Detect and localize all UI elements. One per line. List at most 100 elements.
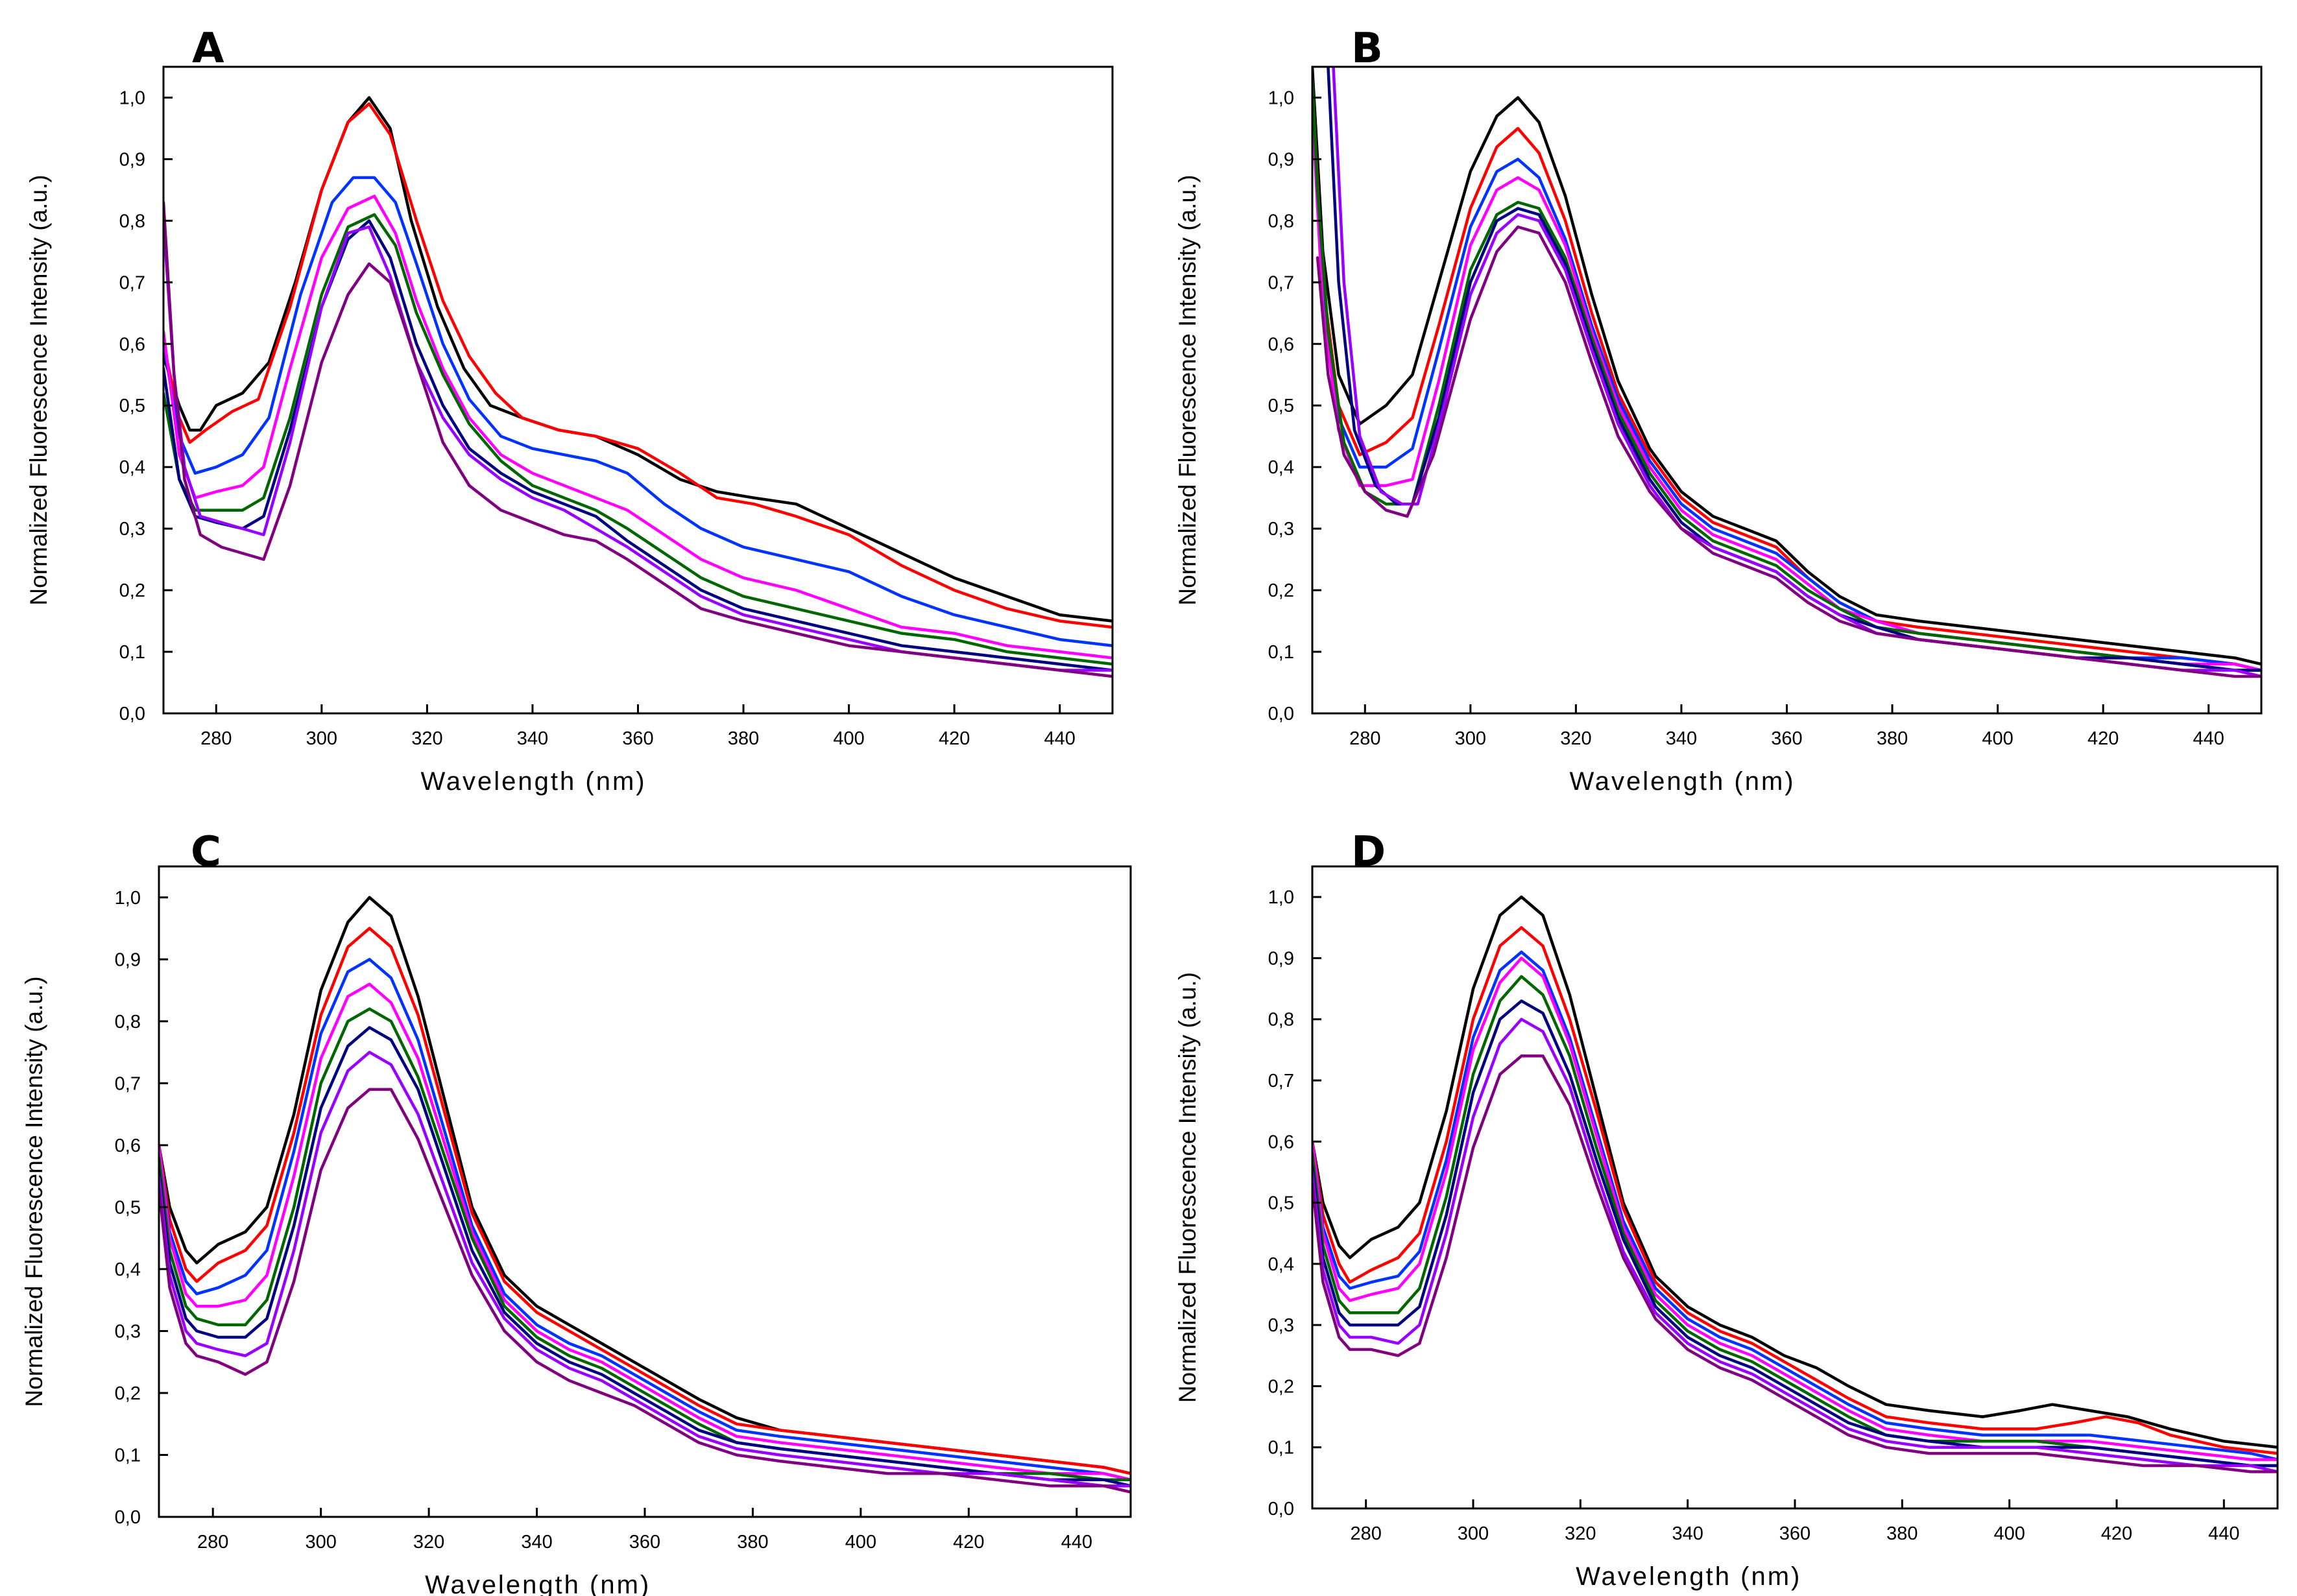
panel-b-y-axis-title: Normalized Fluorescence Intensity (a.u.): [1174, 174, 1201, 605]
panel-b-y-tick-label: 0,1: [1268, 642, 1294, 663]
panel-b-x-tick-label: 280: [1349, 728, 1380, 749]
panel-a-x-tick-label: 420: [939, 728, 970, 749]
panel-d-letter: D: [1351, 828, 1386, 876]
panel-c-series-s7: [159, 1051, 1131, 1488]
panel-a-x-tick-label: 340: [517, 728, 548, 749]
panel-b-series-s5: [1312, 77, 2261, 672]
panel-d-y-tick-label: 0,1: [1268, 1438, 1294, 1459]
panel-d-series-s8: [1312, 1054, 2278, 1473]
panel-a-x-tick-label: 320: [411, 728, 442, 749]
panel-d-y-tick-label: 1,0: [1268, 887, 1294, 908]
panel-a-series-s1: [163, 96, 1112, 623]
panel-d-series-s3: [1312, 950, 2278, 1461]
panel-d-y-tick-label: 0,4: [1268, 1254, 1294, 1275]
panel-d-x-axis-title: Wavelength (nm): [1576, 1562, 1801, 1591]
panel-c-x-tick-label: 440: [1061, 1532, 1092, 1553]
panel-d-series-s2: [1312, 926, 2278, 1455]
panel-d-y-tick-label: 0,0: [1268, 1499, 1294, 1519]
panel-a: A 280 300 320 340 360 380 400 420 440 0,0 0,1 0,2 0,…: [25, 25, 1114, 796]
panel-c: C 280 300 320 340 360 380 400 420 440 0,0 0,1 0,2 0,…: [21, 828, 1132, 1596]
panel-a-series-s7: [163, 219, 1112, 672]
panel-d-series-group: [1312, 895, 2278, 1473]
panel-a-x-tick-label: 380: [728, 728, 759, 749]
panel-c-x-tick-label: 320: [413, 1532, 444, 1553]
panel-b-x-tick-label: 340: [1666, 728, 1697, 749]
panel-c-x-tick-label: 400: [845, 1532, 876, 1553]
panel-c-y-tick-label: 0,4: [115, 1259, 141, 1280]
panel-d: D 280 300 320 340 360 380 400 420 440 0,0 0,1 0,2 0,…: [1174, 828, 2279, 1591]
panel-b-y-tick-label: 0,7: [1268, 272, 1294, 293]
panel-c-x-tick-label: 380: [737, 1532, 768, 1553]
panel-a-y-tick-label: 0,6: [119, 334, 145, 355]
panel-a-y-tick-label: 0,9: [119, 149, 145, 170]
panel-d-x-tick-label: 300: [1458, 1523, 1489, 1544]
panel-b-letter: B: [1351, 25, 1383, 73]
panel-b-x-tick-label: 380: [1877, 728, 1908, 749]
panel-d-series-s1: [1312, 895, 2278, 1449]
panel-b-y-tick-label: 0,2: [1268, 580, 1294, 601]
panel-b-x-tick-label: 360: [1771, 728, 1802, 749]
panel-a-x-axis-title: Wavelength (nm): [421, 767, 647, 796]
panel-c-y-tick-label: 0,1: [115, 1445, 141, 1466]
panel-a-y-tick-label: 0,5: [119, 396, 145, 416]
panel-d-x-tick-label: 440: [2208, 1523, 2239, 1544]
panel-a-series-s5: [163, 213, 1112, 666]
panel-d-series-s6: [1312, 999, 2278, 1468]
panel-d-y-tick-label: 0,9: [1268, 948, 1294, 969]
panel-a-x-tick-label: 440: [1044, 728, 1076, 749]
panel-b-series-s8: [1316, 225, 2261, 678]
panel-d-x-tick-label: 400: [1993, 1523, 2025, 1544]
panel-d-x-tick-label: 360: [1779, 1523, 1810, 1544]
panel-a-x-tick-label: 400: [833, 728, 864, 749]
panel-a-letter: A: [192, 25, 224, 73]
panel-a-series-s4: [163, 195, 1112, 660]
panel-a-x-tick-label: 300: [306, 728, 337, 749]
panel-c-x-tick-label: 280: [197, 1532, 228, 1553]
panel-c-plot-frame: [158, 865, 1132, 1518]
panel-a-y-tick-label: 0,4: [119, 457, 145, 478]
panel-c-series-s8: [159, 1088, 1131, 1494]
panel-b: B 280 300 320 340 360 380 400 420 440 0,0 0,1 0,2 0,…: [1174, 25, 2263, 796]
panel-d-y-tick-label: 0,7: [1268, 1071, 1294, 1091]
panel-d-y-tick-label: 0,3: [1268, 1315, 1294, 1336]
panel-b-series-group: [1312, 67, 2261, 678]
panel-c-series-s4: [159, 983, 1131, 1481]
panel-c-y-tick-label: 0,3: [115, 1321, 141, 1342]
panel-b-x-tick-label: 300: [1455, 728, 1486, 749]
panel-c-series-group: [159, 896, 1131, 1494]
panel-b-y-tick-label: 0,3: [1268, 519, 1294, 540]
panel-c-y-tick-label: 0,8: [115, 1012, 141, 1032]
panel-d-x-tick-label: 340: [1672, 1523, 1703, 1544]
panel-b-y-tick-label: 0,4: [1268, 457, 1294, 478]
panel-b-y-tick-label: 0,8: [1268, 211, 1294, 232]
panel-d-y-tick-label: 0,2: [1268, 1376, 1294, 1397]
panel-b-series-s1: [1312, 67, 2261, 666]
panel-a-y-tick-label: 0,2: [119, 580, 145, 601]
panel-a-series-s3: [163, 176, 1112, 647]
panel-b-x-tick-label: 420: [2087, 728, 2119, 749]
panel-d-x-tick-label: 320: [1565, 1523, 1596, 1544]
panel-c-y-tick-label: 1,0: [115, 888, 141, 909]
panel-b-x-axis-title: Wavelength (nm): [1570, 767, 1796, 796]
panel-c-y-tick-label: 0,6: [115, 1136, 141, 1156]
panel-c-x-tick-label: 300: [305, 1532, 336, 1553]
panel-c-series-s3: [159, 958, 1131, 1481]
panel-b-plot-frame: [1311, 66, 2263, 715]
panel-d-x-tick-label: 420: [2101, 1523, 2132, 1544]
panel-c-x-tick-label: 340: [521, 1532, 552, 1553]
panel-c-y-axis-title: Normalized Fluorescence Intensity (a.u.): [21, 976, 47, 1407]
panel-c-x-axis-title: Wavelength (nm): [425, 1571, 651, 1596]
panel-a-y-tick-label: 0,8: [119, 211, 145, 232]
panel-b-series-s2: [1312, 84, 2261, 672]
panel-a-y-tick-label: 0,7: [119, 272, 145, 293]
panel-a-series-group: [163, 96, 1112, 678]
panel-c-x-tick-label: 420: [953, 1532, 984, 1553]
panel-d-y-tick-label: 0,8: [1268, 1010, 1294, 1030]
panel-c-series-s2: [159, 927, 1131, 1475]
panel-c-y-tick-label: 0,5: [115, 1197, 141, 1218]
panel-a-series-s6: [163, 219, 1112, 672]
panel-d-x-tick-label: 280: [1350, 1523, 1381, 1544]
panel-b-y-tick-label: 0,6: [1268, 334, 1294, 355]
panel-c-y-tick-label: 0,2: [115, 1383, 141, 1404]
